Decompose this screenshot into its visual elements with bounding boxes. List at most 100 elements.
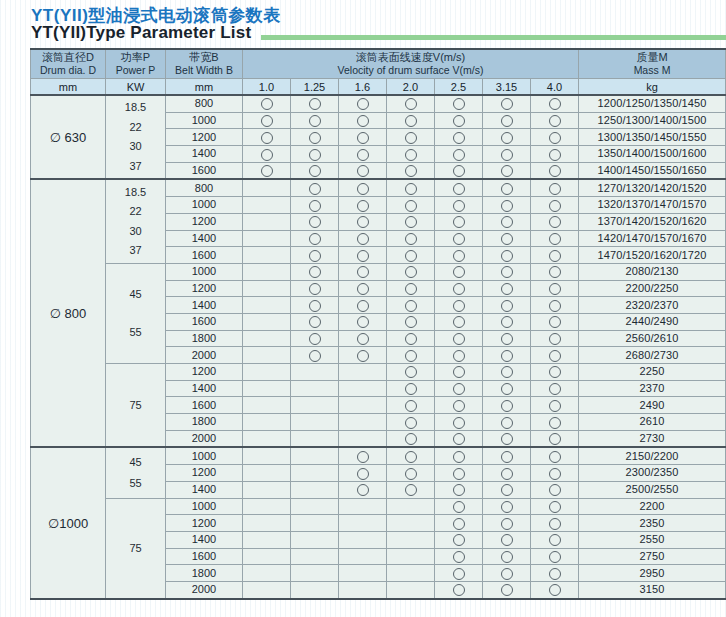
available-circle-icon: [549, 350, 561, 362]
belt-width-cell: 800: [166, 179, 243, 196]
availability-cell: [387, 213, 435, 230]
availability-cell: [435, 565, 483, 582]
available-circle-icon: [453, 451, 465, 463]
availability-cell: [387, 465, 435, 482]
power-cell: 4555: [106, 263, 166, 363]
header-velocity: 滚筒表面线速度V(m/s) Velocity of drum surface V…: [243, 49, 579, 79]
belt-width-cell: 1400: [166, 481, 243, 498]
availability-cell: [339, 465, 387, 482]
availability-cell: [435, 297, 483, 314]
available-circle-icon: [501, 233, 513, 245]
availability-cell: [339, 280, 387, 297]
availability-cell: [531, 397, 579, 414]
power-value: 22: [129, 120, 141, 135]
mass-cell: 1200/1250/1350/1450: [579, 95, 726, 112]
header-power-zh: 功率P: [121, 51, 150, 63]
power-value: 55: [129, 325, 141, 340]
availability-cell: [531, 515, 579, 532]
availability-cell: [243, 146, 291, 163]
availability-cell: [531, 581, 579, 598]
availability-cell: [339, 397, 387, 414]
availability-cell: [483, 263, 531, 280]
available-circle-icon: [453, 383, 465, 395]
available-circle-icon: [501, 400, 513, 412]
available-circle-icon: [309, 350, 321, 362]
power-value: 30: [129, 139, 141, 154]
availability-cell: [387, 565, 435, 582]
availability-cell: [483, 347, 531, 364]
availability-cell: [243, 95, 291, 112]
available-circle-icon: [549, 200, 561, 212]
availability-cell: [243, 179, 291, 196]
available-circle-icon: [357, 300, 369, 312]
belt-width-cell: 1400: [166, 297, 243, 314]
available-circle-icon: [453, 484, 465, 496]
available-circle-icon: [357, 183, 369, 195]
header-velocity-zh: 滚筒表面线速度V(m/s): [356, 51, 465, 63]
availability-cell: [531, 112, 579, 129]
availability-cell: [291, 213, 339, 230]
availability-cell: [435, 129, 483, 146]
availability-cell: [483, 330, 531, 347]
availability-cell: [291, 297, 339, 314]
availability-cell: [531, 297, 579, 314]
availability-cell: [243, 347, 291, 364]
belt-width-cell: 1600: [166, 548, 243, 565]
unit-drum: mm: [31, 79, 106, 96]
available-circle-icon: [357, 350, 369, 362]
availability-cell: [243, 213, 291, 230]
availability-cell: [483, 548, 531, 565]
available-circle-icon: [501, 451, 513, 463]
available-circle-icon: [309, 165, 321, 177]
availability-cell: [291, 179, 339, 196]
availability-cell: [339, 263, 387, 280]
available-circle-icon: [453, 568, 465, 580]
header-drum-zh: 滚筒直径D: [42, 51, 94, 63]
availability-cell: [387, 263, 435, 280]
availability-cell: [435, 548, 483, 565]
availability-cell: [291, 531, 339, 548]
available-circle-icon: [501, 350, 513, 362]
availability-cell: [435, 95, 483, 112]
available-circle-icon: [453, 333, 465, 345]
available-circle-icon: [453, 200, 465, 212]
available-circle-icon: [549, 216, 561, 228]
mass-cell: 2200: [579, 498, 726, 515]
available-circle-icon: [261, 165, 273, 177]
availability-cell: [483, 179, 531, 196]
availability-cell: [243, 112, 291, 129]
availability-cell: [339, 364, 387, 381]
availability-cell: [291, 581, 339, 598]
available-circle-icon: [405, 233, 417, 245]
availability-cell: [435, 364, 483, 381]
drum-diameter-cell: ∅ 800: [31, 179, 106, 447]
power-value: 37: [129, 159, 141, 174]
power-cell: 18.5223037: [106, 179, 166, 263]
available-circle-icon: [549, 165, 561, 177]
availability-cell: [483, 465, 531, 482]
mass-cell: 2370: [579, 380, 726, 397]
belt-width-cell: 1000: [166, 498, 243, 515]
power-values: 18.5223037: [106, 96, 165, 178]
availability-cell: [339, 129, 387, 146]
mass-cell: 2950: [579, 565, 726, 582]
availability-cell: [339, 515, 387, 532]
availability-cell: [243, 263, 291, 280]
available-circle-icon: [501, 115, 513, 127]
available-circle-icon: [357, 98, 369, 110]
availability-cell: [483, 129, 531, 146]
belt-width-cell: 1200: [166, 465, 243, 482]
header-drum-diameter: 滚筒直径D Drum dia. D: [31, 49, 106, 79]
title-underline-bar: [261, 35, 726, 40]
availability-cell: [387, 531, 435, 548]
availability-cell: [339, 531, 387, 548]
availability-cell: [243, 297, 291, 314]
table-header-row: 滚筒直径D Drum dia. D 功率P Power P 带宽B Belt W…: [31, 49, 726, 79]
mass-cell: 2550: [579, 531, 726, 548]
availability-cell: [483, 112, 531, 129]
belt-width-cell: 1400: [166, 146, 243, 163]
availability-cell: [339, 179, 387, 196]
availability-cell: [435, 581, 483, 598]
available-circle-icon: [453, 216, 465, 228]
availability-cell: [483, 447, 531, 464]
